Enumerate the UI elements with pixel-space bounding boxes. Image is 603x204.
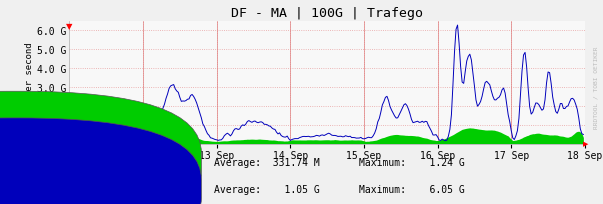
- Text: Average:    1.05 G: Average: 1.05 G: [214, 184, 320, 194]
- Title: DF - MA | 100G | Trafego: DF - MA | 100G | Trafego: [231, 7, 423, 20]
- Text: RRDTOOL / TOBI OETIKER: RRDTOOL / TOBI OETIKER: [593, 47, 598, 129]
- Text: ▶: ▶: [583, 141, 589, 147]
- Text: ▼: ▼: [66, 21, 72, 30]
- Text: Average:  331.74 M: Average: 331.74 M: [214, 157, 320, 167]
- Text: Maximum:    1.24 G: Maximum: 1.24 G: [359, 157, 464, 167]
- Text: Maximum:    6.05 G: Maximum: 6.05 G: [359, 184, 464, 194]
- Text: Saida: Saida: [25, 184, 55, 194]
- Y-axis label: bits per second: bits per second: [25, 42, 34, 123]
- Text: Current:  308.83 M: Current: 308.83 M: [69, 157, 175, 167]
- Text: Current:  310.96 M: Current: 310.96 M: [69, 184, 175, 194]
- Text: Entrada: Entrada: [25, 157, 66, 167]
